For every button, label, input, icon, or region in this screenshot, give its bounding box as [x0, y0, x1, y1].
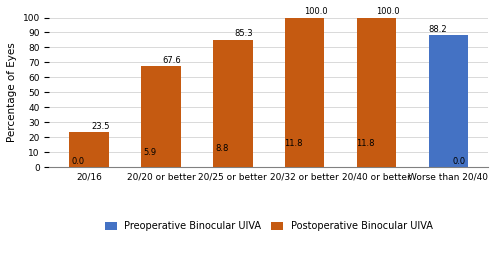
Y-axis label: Percentage of Eyes: Percentage of Eyes: [7, 42, 17, 142]
Bar: [428, 35, 468, 167]
Bar: [142, 66, 181, 167]
Text: 8.8: 8.8: [215, 144, 228, 153]
Text: 88.2: 88.2: [428, 25, 446, 34]
Bar: [285, 150, 325, 167]
Text: 5.9: 5.9: [144, 148, 156, 157]
Bar: [285, 17, 325, 167]
Text: 85.3: 85.3: [234, 29, 254, 38]
Legend: Preoperative Binocular UIVA, Postoperative Binocular UIVA: Preoperative Binocular UIVA, Postoperati…: [101, 217, 436, 235]
Text: 0.0: 0.0: [453, 157, 466, 166]
Text: 23.5: 23.5: [91, 122, 110, 131]
Text: 67.6: 67.6: [162, 56, 182, 65]
Bar: [357, 17, 397, 167]
Bar: [213, 154, 252, 167]
Text: 11.8: 11.8: [356, 140, 375, 148]
Text: 0.0: 0.0: [72, 157, 85, 166]
Bar: [70, 132, 109, 167]
Text: 100.0: 100.0: [376, 7, 400, 16]
Bar: [357, 150, 397, 167]
Bar: [142, 158, 181, 167]
Text: 100.0: 100.0: [304, 7, 328, 16]
Bar: [213, 39, 252, 167]
Text: 11.8: 11.8: [284, 140, 303, 148]
